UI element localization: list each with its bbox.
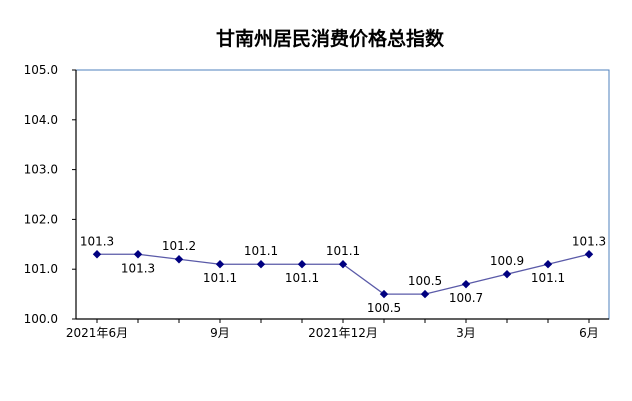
y-tick-label: 104.0 [24, 113, 58, 127]
data-point-marker [379, 289, 389, 299]
data-point-marker [502, 269, 512, 279]
data-point-marker [92, 250, 102, 259]
data-label: 100.5 [408, 274, 442, 288]
chart-title: 甘南州居民消费价格总指数 [216, 27, 445, 50]
series-markers [92, 250, 594, 299]
y-tick-label: 100.0 [24, 312, 58, 326]
data-point-marker [133, 250, 143, 259]
data-label: 100.9 [490, 254, 524, 268]
x-tick-label: 2021年6月 [66, 326, 128, 340]
y-tick-label: 105.0 [24, 63, 58, 77]
y-tick-label: 102.0 [24, 212, 58, 226]
data-point-marker [174, 255, 184, 264]
y-tick-label: 103.0 [24, 163, 58, 177]
data-label: 100.7 [449, 291, 483, 305]
data-labels: 101.3 101.3 101.2 101.1 101.1 101.1 101.1 100.5… [80, 234, 606, 315]
x-tick-label: 6月 [579, 326, 599, 340]
data-label: 101.1 [203, 271, 237, 285]
data-label: 101.1 [244, 244, 278, 258]
data-point-marker [420, 289, 430, 299]
data-label: 101.2 [162, 239, 196, 253]
x-tick-label: 2021年12月 [308, 326, 378, 340]
data-point-marker [584, 250, 594, 259]
data-point-marker [256, 260, 266, 269]
data-label: 101.1 [531, 271, 565, 285]
y-tick-label: 101.0 [24, 262, 58, 276]
data-label: 101.1 [285, 271, 319, 285]
x-tick-label: 9月 [210, 326, 230, 340]
data-label: 101.1 [326, 244, 360, 258]
x-axis-ticks: 2021年6月 9月 2021年12月 3月 6月 [66, 319, 599, 340]
data-label: 101.3 [121, 261, 155, 275]
data-point-marker [338, 260, 348, 269]
plot-area-border [75, 69, 610, 320]
data-point-marker [215, 260, 225, 269]
data-label: 101.3 [80, 234, 114, 248]
data-point-marker [297, 260, 307, 269]
x-tick-label: 3月 [456, 326, 476, 340]
y-axis-ticks: 100.0 101.0 102.0 103.0 104.0 105.0 [24, 63, 76, 326]
data-label: 100.5 [367, 301, 401, 315]
data-point-marker [543, 260, 553, 269]
data-label: 101.3 [572, 234, 606, 248]
data-point-marker [461, 279, 471, 289]
